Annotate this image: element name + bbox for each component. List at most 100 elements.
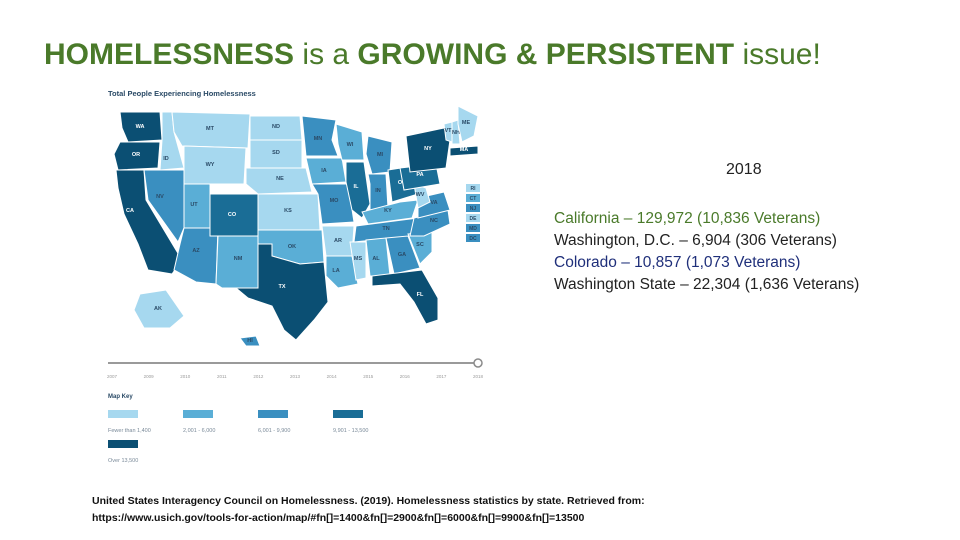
state-label-vt: VT [444, 128, 452, 134]
title-part-2: is a [294, 38, 358, 71]
timeline-tick-label[interactable]: 2015 [363, 374, 374, 379]
state-label-id: ID [163, 156, 169, 162]
state-label-co: CO [228, 212, 237, 218]
legend-swatch [258, 410, 288, 418]
state-box-md[interactable] [466, 224, 480, 232]
title-part-4: issue! [734, 38, 821, 71]
timeline-tick-label[interactable]: 2013 [290, 374, 301, 379]
legend-label: 9,901 - 13,500 [333, 428, 368, 434]
state-wy[interactable] [183, 145, 247, 185]
state-box-label-ct: CT [470, 196, 477, 202]
state-label-pa: PA [416, 172, 423, 178]
stat-line-california: California – 129,972 (10,836 Veterans) [554, 210, 821, 227]
state-label-ca: CA [126, 208, 134, 214]
state-box-label-md: MD [469, 226, 477, 232]
state-ne[interactable] [245, 167, 313, 195]
state-label-me: ME [462, 120, 471, 126]
timeline-tick-label[interactable]: 2010 [180, 374, 191, 379]
state-nm[interactable] [215, 235, 259, 289]
timeline-tick-label[interactable]: 2018 [473, 374, 484, 379]
state-ga[interactable] [385, 235, 421, 275]
state-label-nd: ND [272, 124, 280, 130]
state-box-nj[interactable] [466, 204, 480, 212]
state-label-mo: MO [330, 198, 340, 204]
legend-label: Over 13,500 [108, 458, 138, 464]
state-label-ak: AK [154, 306, 162, 312]
timeline-tick-label[interactable]: 2014 [327, 374, 338, 379]
state-label-wa: WA [136, 124, 145, 130]
timeline-tick-label[interactable]: 2011 [217, 374, 227, 379]
timeline-tick-label[interactable]: 2012 [253, 374, 264, 379]
state-label-ok: OK [288, 244, 296, 250]
state-label-ky: KY [384, 208, 392, 214]
state-label-wy: WY [206, 162, 215, 168]
stats-list: California – 129,972 (10,836 Veterans) W… [554, 208, 944, 296]
state-label-nv: NV [156, 194, 164, 200]
state-mn[interactable] [301, 115, 339, 157]
state-il[interactable] [345, 161, 371, 219]
state-label-ms: MS [354, 256, 363, 262]
slide-title: HOMELESSNESS is a GROWING & PERSISTENT i… [44, 38, 821, 72]
state-label-ia: IA [321, 168, 327, 174]
state-label-oh: OH [398, 180, 406, 186]
state-hi[interactable] [239, 335, 261, 347]
state-label-mt: MT [206, 126, 215, 132]
state-mo[interactable] [311, 183, 355, 225]
state-box-de[interactable] [466, 214, 480, 222]
legend-swatch [333, 410, 363, 418]
state-ky[interactable] [361, 199, 419, 225]
homelessness-map-panel: WA OR CA ID NV AZ MT WY UT CO NM ND SD NE KS OK TX MN IA MO… [100, 84, 490, 464]
legend-swatch [108, 410, 138, 418]
legend-label: Fewer than 1,400 [108, 428, 151, 434]
state-box-dc[interactable] [466, 234, 480, 242]
state-box-label-ri: RI [471, 186, 477, 192]
title-part-1: HOMELESSNESS [44, 38, 295, 71]
state-label-tx: TX [278, 284, 285, 290]
timeline-tick-label[interactable]: 2017 [436, 374, 447, 379]
state-label-nm: NM [234, 256, 243, 262]
citation: United States Interagency Council on Hom… [92, 493, 872, 527]
state-me[interactable] [457, 105, 479, 143]
timeline-tick-label[interactable]: 2016 [400, 374, 411, 379]
legend-swatch [108, 440, 138, 448]
stat-line-colorado: Colorado – 10,857 (1,073 Veterans) [554, 254, 801, 271]
state-box-label-nj: NJ [470, 206, 477, 212]
state-label-fl: FL [417, 292, 424, 298]
timeline-tick-label[interactable]: 2009 [144, 374, 155, 379]
legend-label: 6,001 - 9,900 [258, 428, 290, 434]
timeline-tick-label[interactable]: 2007 [107, 374, 118, 379]
state-wi[interactable] [335, 123, 365, 161]
state-label-ks: KS [284, 208, 292, 214]
state-fl[interactable] [371, 269, 439, 325]
state-or[interactable] [113, 141, 161, 171]
state-nv[interactable] [143, 169, 185, 244]
state-label-wi: WI [347, 142, 354, 148]
state-label-sc: SC [416, 242, 424, 248]
state-mi[interactable] [365, 135, 393, 175]
state-label-mn: MN [314, 136, 323, 142]
state-label-hi: HI [247, 338, 253, 344]
state-label-il: IL [354, 184, 360, 190]
state-ma[interactable] [449, 145, 479, 157]
state-label-ma: MA [460, 147, 469, 153]
state-la[interactable] [325, 255, 359, 289]
state-box-ri[interactable] [466, 184, 480, 192]
state-ak[interactable] [133, 289, 185, 329]
timeline-handle[interactable] [473, 358, 483, 368]
state-label-or: OR [132, 152, 140, 158]
state-box-ct[interactable] [466, 194, 480, 202]
state-box-label-de: DE [470, 216, 478, 222]
state-label-sd: SD [272, 150, 280, 156]
state-label-nh: NH [452, 130, 460, 136]
stat-line-washington-dc: Washington, D.C. – 6,904 (306 Veterans) [554, 232, 837, 249]
state-ms[interactable] [349, 241, 367, 281]
state-ca[interactable] [115, 169, 183, 275]
state-label-va: VA [430, 200, 437, 206]
state-label-ny: NY [424, 146, 432, 152]
citation-line-1: United States Interagency Council on Hom… [92, 495, 645, 507]
state-ny[interactable] [405, 127, 451, 173]
state-wa[interactable] [119, 111, 163, 143]
state-tx[interactable] [234, 243, 329, 341]
year-heading: 2018 [726, 161, 762, 178]
state-label-tn: TN [382, 226, 389, 232]
